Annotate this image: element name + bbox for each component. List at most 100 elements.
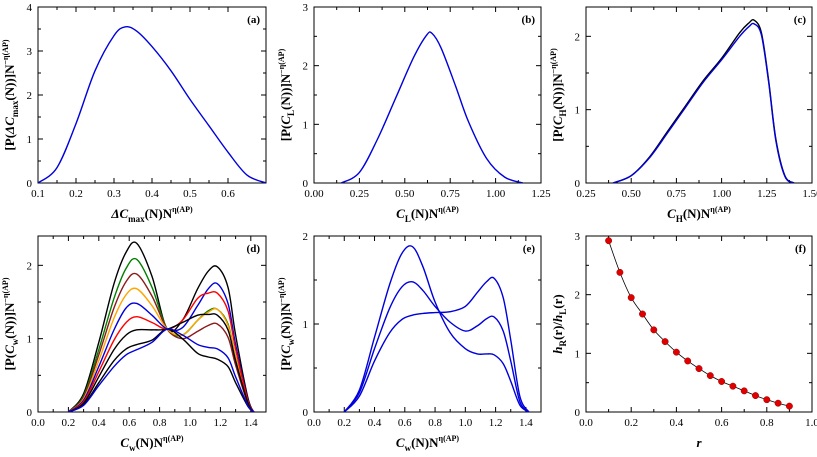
x-axis-label-part: (N)N <box>411 206 439 221</box>
x-axis-label-part: (N)N <box>136 435 164 450</box>
y-tick-label: 3 <box>575 231 581 243</box>
y-axis-label-part: C <box>278 116 293 125</box>
plot-area <box>612 19 795 183</box>
y-tick-label: 0 <box>303 407 309 419</box>
y-tick-label: 2 <box>303 61 309 73</box>
x-axis-label-part: max <box>128 214 145 224</box>
data-point <box>706 372 714 380</box>
x-axis-label: Cw(N)Nη(AP) <box>120 434 183 453</box>
x-axis-label-part: (N)N <box>145 206 173 221</box>
x-tick-label: 0.1 <box>31 188 45 200</box>
y-axis-label-part: (N))]N <box>550 73 565 110</box>
x-axis-label-part: η(AP) <box>439 434 460 443</box>
data-point <box>650 326 658 334</box>
x-axis-label: ΔCmax(N)Nη(AP) <box>110 205 193 224</box>
x-axis-label: CH(N)Nη(AP) <box>667 205 731 224</box>
x-axis-label: CL(N)Nη(AP) <box>396 205 459 224</box>
x-tick-label: 1.2 <box>489 417 503 429</box>
y-tick-label: 2 <box>27 90 33 102</box>
fit-line <box>608 240 790 407</box>
panel-d: 0.0 0.2 0.4 0.6 0.8 1.0 1.2 1.4012(d)Cw(N)Nη(AP… <box>1 235 267 453</box>
y-axis-label: hR(r)/hL(r) <box>550 294 568 353</box>
series-line <box>343 280 530 412</box>
x-axis-label-part: η(AP) <box>172 205 193 214</box>
y-axis-label-part: [P( <box>2 134 17 151</box>
x-tick-label: 0.2 <box>69 188 83 200</box>
x-axis-label: Cw(N)Nη(AP) <box>396 434 459 453</box>
y-tick-label: 3 <box>303 2 309 14</box>
y-tick-label: 1 <box>27 134 33 146</box>
x-axis-label-part: C <box>396 435 405 450</box>
y-tick-label: 1 <box>303 319 309 331</box>
plot-frame <box>585 235 813 413</box>
y-axis-label-part: (N))]N <box>278 73 293 110</box>
x-tick-label: 0.50 <box>395 188 415 200</box>
x-axis-label-part: η(AP) <box>438 205 459 214</box>
y-axis-label: [P(ΔCmax(N))]N−η(AP) <box>1 39 20 150</box>
y-tick-label: 0 <box>575 407 581 419</box>
y-tick-label: 2 <box>575 31 581 43</box>
data-point <box>684 357 692 365</box>
y-axis-label-part: C <box>278 345 293 354</box>
x-tick-label: 1.25 <box>531 188 551 200</box>
panel-tag: (f) <box>795 243 806 255</box>
x-tick-label: 0.25 <box>576 188 596 200</box>
y-axis-label-part: L <box>558 309 568 315</box>
y-axis-label-part: [P( <box>278 125 293 142</box>
x-tick-label: 0.8 <box>428 417 442 429</box>
plot-area <box>343 245 530 412</box>
x-tick-label: 1.00 <box>712 188 732 200</box>
y-axis-label-part: [P( <box>2 354 17 371</box>
plot-area <box>605 237 793 410</box>
plot-area <box>38 25 266 183</box>
data-point <box>695 365 703 373</box>
y-axis-label-part: h <box>550 347 565 354</box>
x-tick-label: 1.50 <box>802 188 817 200</box>
x-axis-label-part: L <box>405 214 411 224</box>
data-point <box>605 237 613 245</box>
x-tick-label: 0.6 <box>122 417 136 429</box>
panel-tag: (d) <box>247 243 261 255</box>
x-tick-label: 0.75 <box>441 188 461 200</box>
x-tick-label: 0.6 <box>715 417 729 429</box>
data-point <box>729 382 737 390</box>
x-axis-label-part: C <box>120 435 129 450</box>
series-line <box>68 328 255 412</box>
x-tick-label: 0.2 <box>624 417 638 429</box>
y-tick-label: 2 <box>27 260 33 272</box>
x-tick-label: 0.8 <box>760 417 774 429</box>
series-line <box>68 313 255 412</box>
y-axis-label-part: (N))]N <box>2 64 17 101</box>
y-axis-label-part: −η(AP) <box>1 39 10 64</box>
plot-frame <box>37 235 267 413</box>
panel-tag: (b) <box>522 14 536 26</box>
x-tick-label: 0.75 <box>667 188 687 200</box>
y-tick-label: 0 <box>27 407 33 419</box>
y-axis-label-part: max <box>10 100 20 117</box>
y-axis-label-part: (r) <box>550 294 565 308</box>
series-line <box>612 19 795 183</box>
y-axis-label-part: C <box>2 345 17 354</box>
y-tick-label: 0 <box>303 178 309 190</box>
x-axis-label-part: r <box>696 435 702 450</box>
plot-area <box>67 241 255 412</box>
x-tick-label: 0.8 <box>153 417 167 429</box>
y-axis-label-part: (r)/ <box>550 322 565 340</box>
x-axis-label-part: ΔC <box>110 206 128 221</box>
plot-area <box>340 31 524 183</box>
y-tick-label: 2 <box>575 290 581 302</box>
series-line <box>340 31 524 183</box>
x-tick-label: 0.25 <box>350 188 370 200</box>
series-line <box>343 276 530 412</box>
plot-frame <box>313 235 542 413</box>
x-tick-label: 1.4 <box>519 417 533 429</box>
y-axis-label-part: −η(AP) <box>277 48 286 73</box>
x-tick-label: 1.25 <box>757 188 777 200</box>
y-axis-label-part: h <box>550 315 565 322</box>
plot-frame <box>585 6 813 184</box>
x-tick-label: 1.0 <box>458 417 472 429</box>
panel-tag: (a) <box>247 14 260 26</box>
panel-a: 0.1 0.2 0.3 0.4 0.5 0.601234(a)ΔCmax(N)Nη(AP)… <box>1 2 267 224</box>
y-axis-label-part: w <box>286 338 296 345</box>
